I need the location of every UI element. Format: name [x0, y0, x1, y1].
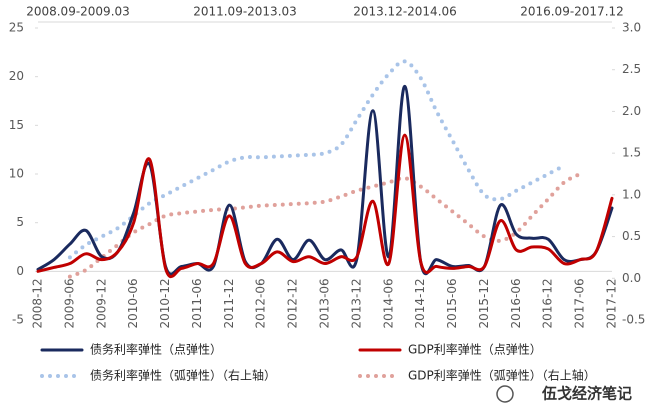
x-tick-label: 2017-12	[605, 278, 619, 328]
y2-tick-label: 0.5	[622, 229, 641, 243]
watermark: 伍戈经济笔记	[541, 385, 632, 403]
x-tick-label: 2015-12	[477, 278, 491, 328]
x-tick-label: 2013-06	[318, 278, 332, 328]
line	[36, 133, 614, 279]
y-tick-label: 5	[16, 215, 24, 229]
y-tick-label: 10	[9, 167, 24, 181]
x-tick-label: 2014-06	[381, 278, 395, 328]
period-annotation: 2011.09-2013.03	[193, 5, 297, 19]
x-tick-label: 2014-12	[413, 278, 427, 328]
x-tick-label: 2011-06	[190, 278, 204, 328]
y2-tick-label: -0.5	[622, 313, 645, 327]
x-tick-label: 2008-12	[31, 278, 45, 328]
y2-tick-label: 2.5	[622, 62, 641, 76]
y2-tick-label: 0.0	[622, 271, 641, 285]
y2-tick-label: 1.5	[622, 146, 641, 160]
watermark-icon	[496, 385, 514, 403]
y2-tick-label: 1.0	[622, 187, 641, 201]
x-tick-label: 2017-06	[573, 278, 587, 328]
x-tick-label: 2012-06	[254, 278, 268, 328]
x-tick-label: 2016-12	[541, 278, 555, 328]
x-tick-label: 2012-12	[286, 278, 300, 328]
y-tick-label: 25	[9, 21, 24, 35]
legend-label: GDP利率弹性（弧弹性）（右上轴）	[408, 368, 596, 383]
x-tick-label: 2010-06	[126, 278, 140, 328]
line	[36, 84, 614, 276]
legend-label: 债务利率弹性（点弹性）	[90, 342, 222, 357]
y2-tick-label: 3.0	[622, 21, 641, 35]
x-tick-label: 2016-06	[509, 278, 523, 328]
x-tick-label: 2013-12	[349, 278, 363, 328]
y-tick-label: -5	[12, 313, 24, 327]
period-annotation: 2008.09-2009.03	[26, 5, 130, 19]
x-tick-label: 2011-12	[222, 278, 236, 328]
x-tick-label: 2009-06	[62, 278, 76, 328]
x-tick-label: 2015-06	[445, 278, 459, 328]
y-tick-label: 0	[16, 264, 24, 278]
period-annotation: 2016.09-2017.12	[520, 5, 624, 19]
x-tick-label: 2009-12	[94, 278, 108, 328]
x-tick-label: 2010-12	[158, 278, 172, 328]
legend-label: 债务利率弹性（弧弹性）（右上轴）	[90, 368, 276, 383]
y-tick-label: 15	[9, 118, 24, 132]
y-tick-label: 20	[9, 69, 24, 83]
y2-tick-label: 2.0	[622, 104, 641, 118]
dotted-line	[67, 172, 583, 279]
legend-label: GDP利率弹性（点弹性）	[408, 342, 542, 357]
period-annotation: 2013.12-2014.06	[353, 5, 457, 19]
